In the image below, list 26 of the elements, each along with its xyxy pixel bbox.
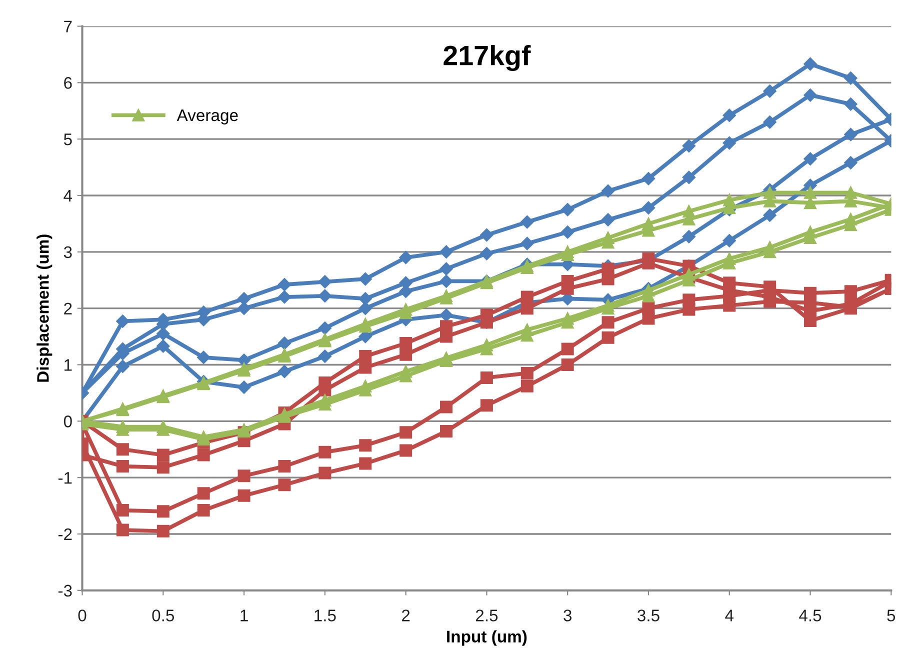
y-tick-label: -1: [58, 472, 72, 484]
y-tick-label: 5: [64, 134, 72, 146]
x-tick-label: 5: [887, 610, 896, 622]
x-tick-label: 0: [78, 610, 86, 622]
y-tick-label: 6: [64, 77, 72, 89]
y-tick-label: 7: [64, 20, 72, 32]
legend-label: Average: [176, 110, 238, 124]
y-tick-label: 2: [64, 302, 72, 314]
y-tick-label: 1: [64, 359, 72, 371]
x-tick-label: 4.5: [799, 610, 822, 622]
x-tick-label: 1: [240, 610, 248, 622]
x-tick-label: 3: [564, 610, 572, 622]
x-tick-label: 2.5: [476, 610, 498, 622]
x-tick-label: 2: [402, 610, 410, 622]
y-tick-label: 4: [64, 190, 72, 202]
y-axis-title: Displacement (um): [36, 234, 52, 382]
x-tick-label: 0.5: [152, 610, 174, 622]
y-tick-label: 0: [64, 416, 72, 428]
x-tick-label: 3.5: [638, 610, 660, 622]
x-axis-title: Input (um): [447, 630, 527, 646]
x-tick-label: 4: [725, 610, 734, 622]
y-tick-label: 3: [64, 246, 72, 258]
y-tick-label: -2: [58, 528, 72, 540]
x-tick-label: 1.5: [314, 610, 336, 622]
text: 217kgf: [444, 45, 531, 72]
y-tick-label: -3: [58, 584, 72, 597]
